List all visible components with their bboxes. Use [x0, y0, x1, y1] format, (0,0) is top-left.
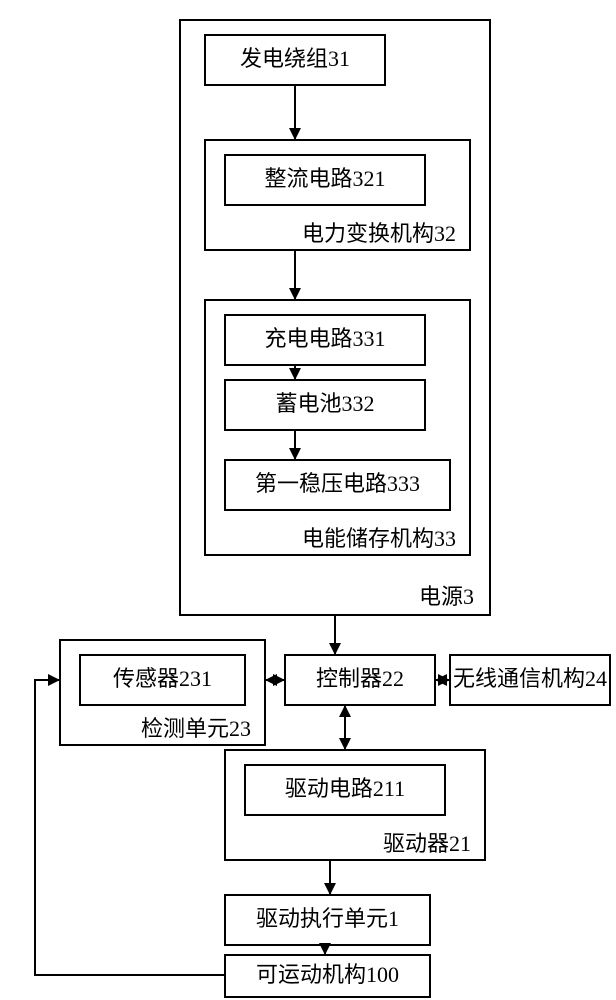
arrow-head	[48, 674, 60, 686]
drive_exec-label: 驱动执行单元1	[256, 906, 399, 931]
conv_outer-label: 电力变换机构32	[302, 221, 456, 246]
charge-label: 充电电路331	[264, 326, 385, 351]
arrow-head	[289, 288, 301, 300]
arrow-head	[265, 674, 277, 686]
sensor-label: 传感器231	[113, 666, 212, 691]
block-diagram: 电源3 发电绕组31 电力变换机构32 整流电路321 电能储存机构33 充电电路331 蓄…	[0, 0, 616, 1000]
wireless-label: 无线通信机构24	[453, 666, 607, 691]
controller-label: 控制器22	[316, 666, 404, 691]
arrow-head	[324, 883, 336, 895]
battery-label: 蓄电池332	[275, 391, 374, 416]
power_outer-label: 电源3	[419, 584, 474, 609]
detect_outer-label: 检测单元23	[141, 716, 251, 741]
storage_outer-label: 电能储存机构33	[302, 526, 456, 551]
arrow-head	[339, 738, 351, 750]
rectifier-label: 整流电路321	[264, 166, 385, 191]
arrow-head	[329, 643, 341, 655]
movable-label: 可运动机构100	[256, 962, 399, 987]
driver_outer-label: 驱动器21	[383, 831, 471, 856]
winding-label: 发电绕组31	[240, 46, 350, 71]
arrow-head	[339, 705, 351, 717]
arrow-head	[289, 368, 301, 380]
arrow-head	[319, 943, 331, 955]
drive_circuit-label: 驱动电路211	[285, 776, 405, 801]
arrow-head	[289, 128, 301, 140]
vreg1-label: 第一稳压电路333	[255, 471, 420, 496]
arrow-head	[289, 448, 301, 460]
